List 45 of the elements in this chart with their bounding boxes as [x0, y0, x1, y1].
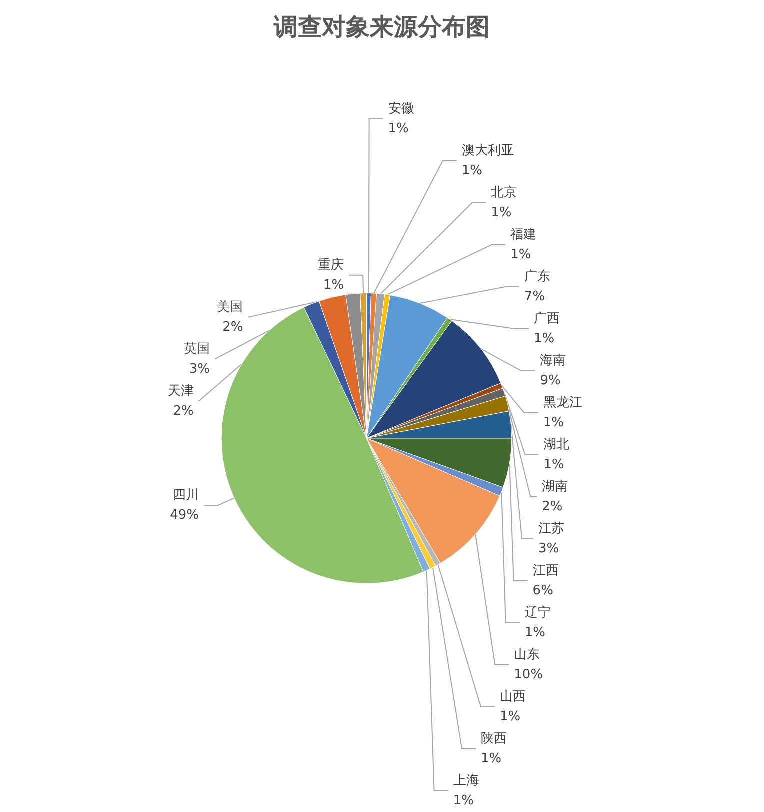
data-label: 7% [524, 290, 546, 304]
slice-label: 江苏 [538, 522, 564, 536]
data-label: 1% [544, 458, 564, 472]
data-label: 1% [462, 164, 482, 178]
data-label: 2% [173, 404, 194, 419]
slice-label: 广东 [524, 270, 550, 284]
data-label: 1% [388, 122, 409, 136]
data-label: 49% [170, 508, 200, 524]
slice-label: 四川 [173, 488, 200, 504]
slice-label: 陕西 [481, 732, 507, 746]
slice-label: 黑龙江 [543, 396, 582, 410]
data-label: 10% [514, 668, 544, 682]
slice-label: 山西 [500, 690, 526, 704]
data-label: 1% [500, 710, 521, 724]
slice-label: 山东 [514, 648, 540, 662]
data-label: 1% [481, 752, 502, 766]
slice-label: 辽宁 [524, 604, 551, 620]
slice-label: 美国 [217, 298, 244, 315]
data-label: 9% [540, 374, 561, 388]
slice-label: 英国 [184, 342, 210, 357]
slice-label: 天津 [168, 384, 194, 399]
data-label: 6% [532, 584, 554, 598]
slice-label: 广西 [534, 312, 560, 326]
data-label: 1% [524, 626, 546, 640]
data-label: 3% [189, 362, 210, 377]
data-label: 1% [510, 248, 532, 262]
data-label: 1% [534, 332, 555, 346]
data-label: 2% [542, 500, 563, 514]
chart-title: 调查对象来源分布图 [273, 13, 490, 41]
slice-label: 安徽 [388, 100, 414, 116]
slice-label: 澳大利亚 [462, 144, 514, 158]
slice-label: 湖北 [544, 438, 570, 452]
slice-label: 湖南 [542, 480, 568, 494]
slice-label: 江西 [532, 564, 559, 578]
slice-label: 海南 [540, 354, 566, 368]
slice-label: 重庆 [318, 258, 344, 273]
data-label: 1% [543, 416, 564, 430]
slice-label: 福建 [510, 228, 537, 242]
slice-label: 北京 [491, 186, 518, 200]
data-label: 1% [453, 794, 474, 808]
data-label: 2% [222, 320, 244, 335]
data-label: 1% [324, 278, 344, 293]
slice-label: 上海 [453, 774, 480, 788]
data-label: 1% [491, 206, 512, 220]
data-label: 3% [538, 542, 560, 556]
